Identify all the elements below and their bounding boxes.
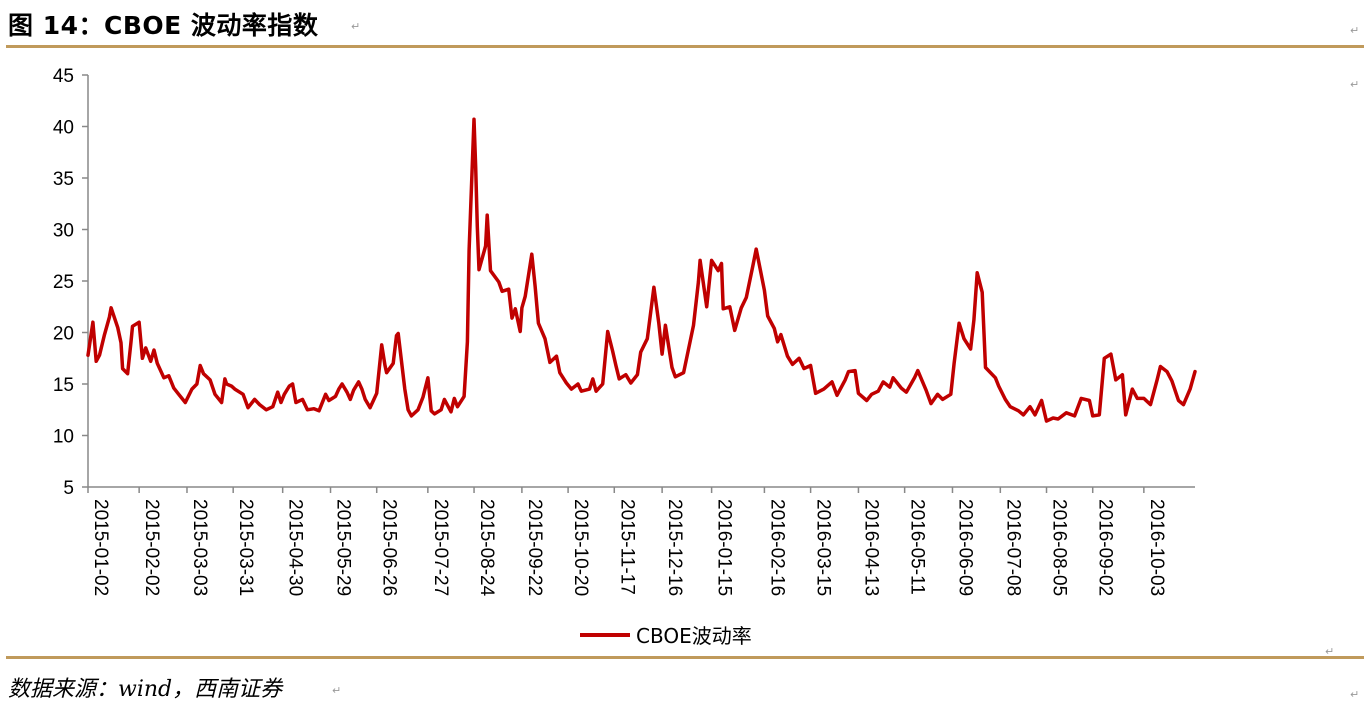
legend: CBOE波动率 — [580, 624, 752, 648]
x-tick-label: 2016-09-02 — [1095, 499, 1116, 596]
x-tick-label: 2015-03-31 — [235, 499, 256, 596]
x-tick-label: 2016-02-16 — [766, 499, 787, 596]
footer-divider — [6, 656, 1364, 659]
paragraph-mark: ↵ — [1325, 645, 1335, 658]
x-tick-label: 2016-10-03 — [1146, 499, 1167, 596]
legend-label: CBOE波动率 — [636, 624, 752, 648]
y-tick-label: 15 — [53, 375, 74, 396]
y-tick-label: 35 — [53, 169, 74, 190]
y-tick-label: 45 — [53, 66, 74, 87]
x-tick-label: 2015-11-17 — [616, 499, 637, 595]
x-tick-label: 2015-12-16 — [664, 499, 685, 596]
x-tick-label: 2016-05-11 — [907, 499, 928, 595]
y-tick-label: 25 — [53, 272, 74, 293]
x-axis: 2015-01-02 2015-02-02 2015-03-03 2015-03-31… — [87, 486, 1195, 597]
x-tick-label: 2015-10-20 — [570, 499, 591, 596]
series-line-cboe — [86, 117, 1197, 423]
paragraph-mark: ↵ — [351, 20, 361, 33]
x-tick-label: 2015-08-24 — [476, 499, 497, 597]
x-tick-label: 2015-01-02 — [90, 499, 111, 596]
x-tick-label: 2015-05-29 — [333, 499, 354, 596]
y-tick-label: 10 — [53, 427, 74, 448]
x-tick-label: 2016-01-15 — [714, 499, 735, 596]
x-tick-label: 2015-09-22 — [524, 499, 545, 596]
x-tick-label: 2016-03-15 — [813, 499, 834, 596]
paragraph-mark: ↵ — [1350, 24, 1360, 37]
y-tick-label: 5 — [63, 478, 74, 499]
paragraph-mark: ↵ — [1350, 78, 1360, 91]
x-tick-label: 2016-08-05 — [1049, 499, 1070, 596]
x-tick-label: 2015-04-30 — [285, 499, 306, 596]
paragraph-mark: ↵ — [332, 684, 342, 697]
x-tick-label: 2015-07-27 — [430, 499, 451, 596]
x-tick-label: 2016-04-13 — [860, 499, 881, 596]
x-tick-label: 2015-06-26 — [379, 499, 400, 596]
x-tick-label: 2016-07-08 — [1002, 499, 1023, 596]
figure-title: 图 14：CBOE 波动率指数 — [8, 11, 319, 40]
x-tick-label: 2016-06-09 — [954, 499, 975, 596]
x-tick-label: 2015-02-02 — [141, 499, 162, 596]
y-tick-label: 30 — [53, 221, 74, 242]
data-source: 数据来源：wind，西南证券 — [8, 677, 283, 702]
y-tick-label: 40 — [53, 118, 74, 139]
paragraph-mark: ↵ — [1350, 688, 1360, 701]
x-tick-label: 2015-03-03 — [189, 499, 210, 596]
y-tick-label: 20 — [53, 324, 74, 345]
y-axis: 5 10 15 20 25 30 35 40 45 — [53, 66, 89, 499]
header-divider — [6, 45, 1364, 48]
plot-area — [86, 117, 1197, 423]
